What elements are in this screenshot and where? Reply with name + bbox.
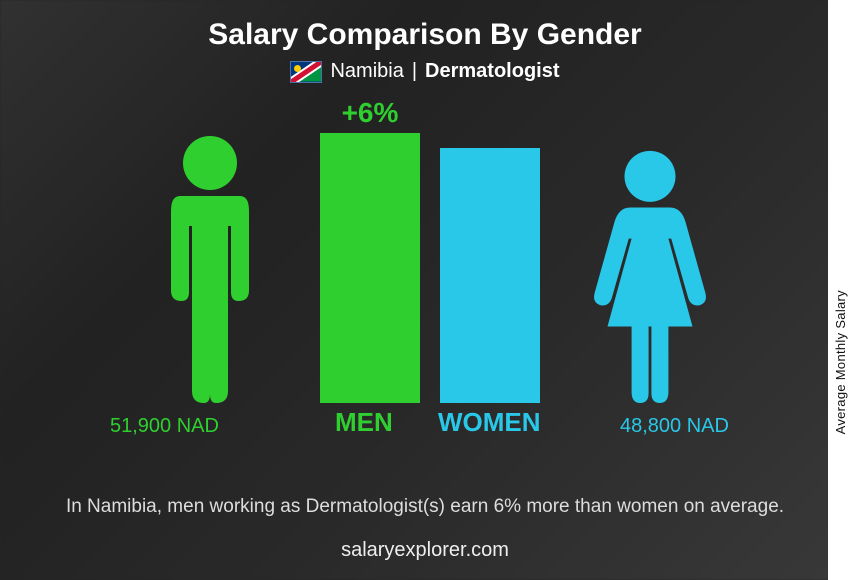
women-salary-label: 48,800 NAD	[620, 415, 729, 438]
namibia-flag-icon	[290, 61, 322, 83]
women-bar	[440, 148, 540, 403]
separator: |	[412, 60, 417, 83]
infographic-container: Salary Comparison By Gender Namibia | De…	[0, 0, 850, 580]
occupation-label: Dermatologist	[425, 60, 559, 83]
chart-area: +6% 51,900 NAD MEN WOMEN 48,800 NAD	[0, 108, 850, 448]
y-axis-label: Average Monthly Salary	[833, 290, 848, 434]
men-bar	[320, 133, 420, 403]
description-text: In Namibia, men working as Dermatologist…	[0, 494, 850, 520]
subtitle-row: Namibia | Dermatologist	[0, 60, 850, 83]
men-salary-label: 51,900 NAD	[110, 415, 219, 438]
men-gender-label: MEN	[335, 407, 393, 438]
women-gender-label: WOMEN	[438, 407, 541, 438]
page-title: Salary Comparison By Gender	[0, 0, 850, 52]
percent-diff-label: +6%	[320, 97, 420, 129]
attribution-text: salaryexplorer.com	[0, 539, 850, 562]
country-label: Namibia	[330, 60, 403, 83]
man-icon	[135, 133, 285, 403]
woman-icon	[575, 148, 725, 403]
